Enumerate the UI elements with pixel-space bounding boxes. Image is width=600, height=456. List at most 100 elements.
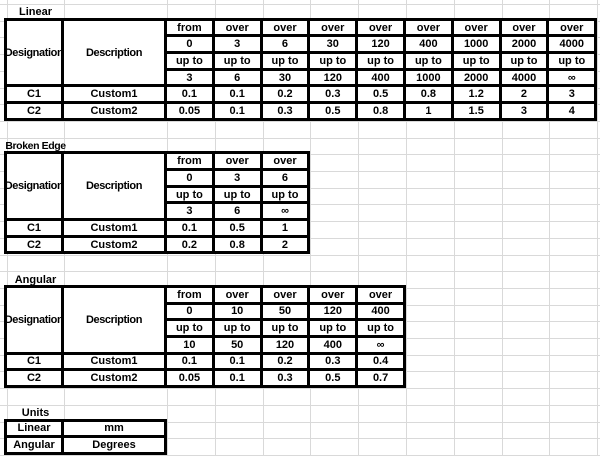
range-bound-cell[interactable]: from <box>167 20 215 38</box>
range-from-cell[interactable]: 30 <box>310 37 359 55</box>
value-cell[interactable]: 3 <box>549 87 598 105</box>
range-bound-cell[interactable]: over <box>453 20 502 38</box>
range-to-cell[interactable]: 400 <box>358 70 406 88</box>
range-from-cell[interactable]: 400 <box>358 304 406 322</box>
value-cell[interactable]: 0.8 <box>214 237 263 255</box>
range-to-cell[interactable]: 2000 <box>453 70 502 88</box>
range-from-cell[interactable]: 120 <box>358 37 406 55</box>
value-cell[interactable]: 0.2 <box>262 354 311 372</box>
range-bound-cell[interactable]: over <box>358 20 406 38</box>
range-bound-cell[interactable]: over <box>214 154 263 171</box>
value-cell[interactable]: 0.1 <box>214 87 263 105</box>
range-from-cell[interactable]: 4000 <box>549 37 598 55</box>
range-bound-cell[interactable]: over <box>405 20 454 38</box>
value-cell[interactable]: 0.3 <box>262 371 311 389</box>
range-from-cell[interactable]: 0 <box>167 37 215 55</box>
range-upto-cell[interactable]: up to <box>358 54 406 71</box>
range-from-cell[interactable]: 6 <box>262 170 311 188</box>
range-upto-cell[interactable]: up to <box>310 54 359 71</box>
range-bound-cell[interactable]: over <box>262 20 311 38</box>
range-bound-cell[interactable]: over <box>214 287 263 305</box>
value-cell[interactable]: 3 <box>501 104 550 121</box>
unit-value-cell[interactable]: Degrees <box>64 438 167 455</box>
designation-cell[interactable]: C2 <box>7 371 64 389</box>
value-cell[interactable]: 0.05 <box>167 104 215 121</box>
designation-cell[interactable]: C1 <box>7 354 64 372</box>
range-upto-cell[interactable]: up to <box>214 321 263 338</box>
range-to-cell[interactable]: ∞ <box>358 337 406 355</box>
range-bound-cell[interactable]: over <box>549 20 598 38</box>
value-cell[interactable]: 0.8 <box>405 87 454 105</box>
designation-header[interactable]: Designation <box>7 20 64 88</box>
range-upto-cell[interactable]: up to <box>501 54 550 71</box>
value-cell[interactable]: 2 <box>262 237 311 255</box>
range-upto-cell[interactable]: up to <box>310 321 359 338</box>
range-bound-cell[interactable]: over <box>262 287 311 305</box>
designation-header[interactable]: Designation <box>7 287 64 355</box>
range-to-cell[interactable]: 30 <box>262 70 311 88</box>
range-from-cell[interactable]: 10 <box>214 304 263 322</box>
range-to-cell[interactable]: 120 <box>310 70 359 88</box>
designation-cell[interactable]: C2 <box>7 104 64 121</box>
description-cell[interactable]: Custom1 <box>64 87 167 105</box>
range-to-cell[interactable]: ∞ <box>262 204 311 222</box>
section-label-units[interactable]: Units <box>21 407 50 420</box>
description-cell[interactable]: Custom1 <box>64 221 167 238</box>
value-cell[interactable]: 0.2 <box>167 237 215 255</box>
designation-cell[interactable]: C2 <box>7 237 64 255</box>
range-to-cell[interactable]: ∞ <box>549 70 598 88</box>
value-cell[interactable]: 4 <box>549 104 598 121</box>
description-header[interactable]: Description <box>64 154 167 222</box>
value-cell[interactable]: 0.1 <box>167 354 215 372</box>
value-cell[interactable]: 0.3 <box>310 87 359 105</box>
range-upto-cell[interactable]: up to <box>262 321 311 338</box>
range-bound-cell[interactable]: over <box>262 154 311 171</box>
range-bound-cell[interactable]: over <box>358 287 406 305</box>
range-to-cell[interactable]: 10 <box>167 337 215 355</box>
value-cell[interactable]: 0.5 <box>358 87 406 105</box>
value-cell[interactable]: 1 <box>262 221 311 238</box>
value-cell[interactable]: 0.5 <box>310 371 359 389</box>
unit-name-cell[interactable]: Linear <box>7 421 64 439</box>
value-cell[interactable]: 0.1 <box>167 221 215 238</box>
range-bound-cell[interactable]: over <box>501 20 550 38</box>
designation-cell[interactable]: C1 <box>7 221 64 238</box>
section-label-linear[interactable]: Linear <box>18 6 52 19</box>
range-to-cell[interactable]: 1000 <box>405 70 454 88</box>
value-cell[interactable]: 0.1 <box>167 87 215 105</box>
range-from-cell[interactable]: 50 <box>262 304 311 322</box>
range-upto-cell[interactable]: up to <box>549 54 598 71</box>
value-cell[interactable]: 0.3 <box>310 354 359 372</box>
range-bound-cell[interactable]: over <box>310 287 359 305</box>
range-to-cell[interactable]: 120 <box>262 337 311 355</box>
value-cell[interactable]: 0.1 <box>214 354 263 372</box>
range-bound-cell[interactable]: over <box>214 20 263 38</box>
value-cell[interactable]: 1.5 <box>453 104 502 121</box>
range-upto-cell[interactable]: up to <box>214 54 263 71</box>
description-cell[interactable]: Custom2 <box>64 371 167 389</box>
value-cell[interactable]: 1.2 <box>453 87 502 105</box>
description-cell[interactable]: Custom1 <box>64 354 167 372</box>
description-header[interactable]: Description <box>64 20 167 88</box>
range-to-cell[interactable]: 400 <box>310 337 359 355</box>
range-upto-cell[interactable]: up to <box>262 187 311 205</box>
range-to-cell[interactable]: 6 <box>214 70 263 88</box>
range-to-cell[interactable]: 4000 <box>501 70 550 88</box>
section-label-angular[interactable]: Angular <box>14 273 57 286</box>
range-upto-cell[interactable]: up to <box>453 54 502 71</box>
designation-cell[interactable]: C1 <box>7 87 64 105</box>
section-label-broken-edge[interactable]: Broken Edge <box>5 139 66 152</box>
unit-value-cell[interactable]: mm <box>64 421 167 439</box>
range-from-cell[interactable]: 6 <box>262 37 311 55</box>
value-cell[interactable]: 0.3 <box>262 104 311 121</box>
range-from-cell[interactable]: 3 <box>214 37 263 55</box>
range-from-cell[interactable]: 120 <box>310 304 359 322</box>
description-header[interactable]: Description <box>64 287 167 355</box>
range-upto-cell[interactable]: up to <box>214 187 263 205</box>
range-to-cell[interactable]: 3 <box>167 70 215 88</box>
range-upto-cell[interactable]: up to <box>358 321 406 338</box>
range-bound-cell[interactable]: from <box>167 154 215 171</box>
value-cell[interactable]: 2 <box>501 87 550 105</box>
range-to-cell[interactable]: 50 <box>214 337 263 355</box>
range-upto-cell[interactable]: up to <box>405 54 454 71</box>
